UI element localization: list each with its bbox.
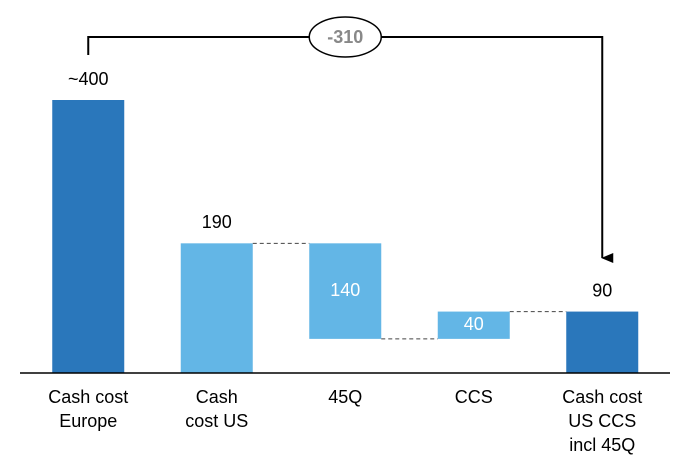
bar	[309, 243, 382, 339]
bracket	[87, 36, 614, 263]
bar	[180, 243, 253, 373]
bar	[566, 311, 639, 373]
annotation-bubble	[308, 16, 382, 58]
value-label: 90	[592, 280, 612, 300]
x-tick-label: Europe	[59, 411, 117, 431]
bar	[437, 311, 510, 339]
x-tick-label: 45Q	[328, 387, 362, 407]
x-tick-label: CCS	[455, 387, 493, 407]
value-label: 40	[464, 314, 484, 334]
x-tick-label: Cash cost	[48, 387, 128, 407]
value-label: 190	[202, 212, 232, 232]
x-tick-label: cost US	[185, 411, 248, 431]
value-label: ~400	[68, 69, 109, 89]
annotation: -310	[327, 27, 363, 47]
x-tick-label: Cash cost	[562, 387, 642, 407]
bar	[52, 100, 125, 373]
x-tick-label: Cash	[196, 387, 238, 407]
value-label: 140	[330, 280, 360, 300]
x-tick-label: incl 45Q	[569, 435, 635, 455]
x-tick-label: US CCS	[568, 411, 636, 431]
